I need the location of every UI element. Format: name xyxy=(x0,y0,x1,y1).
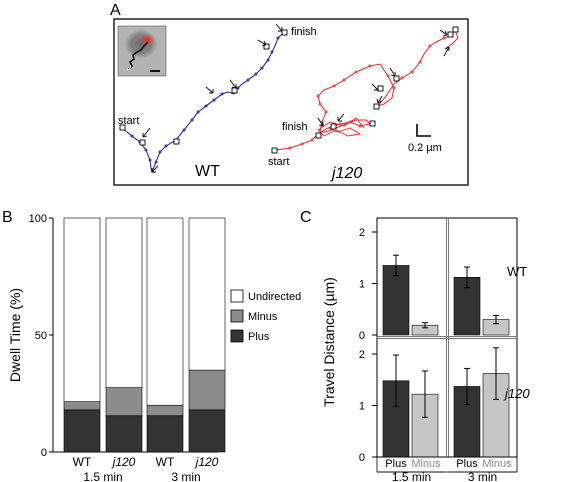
bar-plus-4 xyxy=(188,409,226,453)
wt-start-label: start xyxy=(118,115,139,127)
panel-c-ylabel: Travel Distance (µm) xyxy=(321,277,337,407)
panel-c-row-label-j120: j120 xyxy=(503,386,530,401)
panel-c-time-label: 1.5 min xyxy=(392,470,431,482)
wt-track: start finish WT xyxy=(118,23,317,180)
legend-label-minus: Minus xyxy=(248,311,278,323)
bar-minus-1 xyxy=(63,401,101,411)
panel-c-label-box xyxy=(376,456,518,473)
bar-plus-3 xyxy=(146,415,184,453)
panel-c-time-label: 3 min xyxy=(468,470,497,482)
panel-b-ytick-label: 100 xyxy=(29,213,47,225)
bar-plus-1 xyxy=(63,409,101,453)
panel-b-legend: Undirected Minus Plus xyxy=(230,289,301,343)
panel-b-ytick-label: 0 xyxy=(41,447,47,459)
panel-c-ytick-label: 2 xyxy=(359,227,365,239)
bar-plus-2 xyxy=(105,415,143,453)
panel-c-bar-label-minus: Minus xyxy=(411,458,441,470)
j120-track: finish start j120 xyxy=(268,26,459,182)
panel-c-ytick-label: 0 xyxy=(359,330,365,342)
j120-start-label: start xyxy=(268,156,289,168)
panel-b-x-label: WT xyxy=(156,455,175,469)
panel-b-group-label: 3 min xyxy=(171,470,200,482)
legend-swatch-minus xyxy=(230,309,244,323)
panel-c-bar-label-plus: Plus xyxy=(385,458,407,470)
bar-undirected-3 xyxy=(146,217,184,406)
j120-finish-label: finish xyxy=(282,121,308,133)
panel-c-ytick-label: 2 xyxy=(359,349,365,361)
panel-b-x-label: WT xyxy=(73,455,92,469)
bar-undirected-2 xyxy=(105,217,143,388)
panel-b-ylabel: Dwell Time (%) xyxy=(7,288,23,382)
panel-b-x-label: j120 xyxy=(194,455,219,469)
wt-finish-label: finish xyxy=(291,26,317,38)
legend-swatch-plus xyxy=(230,329,244,343)
panel-b-group-label: 1.5 min xyxy=(83,470,122,482)
panel-c-bars xyxy=(382,254,510,458)
panel-c-ytick-label: 0 xyxy=(359,452,365,464)
panel-c-ticks: 0 1 2 0 1 2 xyxy=(359,227,377,464)
scale-bar-label: 0.2 µm xyxy=(408,142,442,154)
panel-c-bar-label-minus: Minus xyxy=(482,458,512,470)
panel-c-frames xyxy=(376,217,518,458)
panel-b-x-label: j120 xyxy=(111,455,136,469)
panel-c-ytick-label: 1 xyxy=(359,401,365,413)
legend-label-undirected: Undirected xyxy=(248,291,301,303)
wt-genotype-label: WT xyxy=(195,163,220,180)
bar-minus-3 xyxy=(146,404,184,417)
legend-swatch-undirected xyxy=(230,289,244,303)
panel-b-label: B xyxy=(2,209,13,226)
wt-pause-markers xyxy=(119,29,288,146)
j120-genotype-label: j120 xyxy=(330,165,362,182)
bar-minus-2 xyxy=(105,387,143,417)
j120-trajectory-dots xyxy=(288,36,446,150)
j120-pause-markers xyxy=(271,26,459,154)
panel-b-ytick-label: 50 xyxy=(35,330,47,342)
scale-bar: 0.2 µm xyxy=(408,124,442,154)
inset-micrograph xyxy=(117,25,167,77)
bar-undirected-1 xyxy=(63,217,101,402)
j120-arrows xyxy=(317,29,450,127)
wt-arrows xyxy=(142,23,283,173)
panel-c-label: C xyxy=(300,209,312,226)
panel-c-row-label-wt: WT xyxy=(507,264,527,279)
panel-c-bar-label-plus: Plus xyxy=(456,458,478,470)
panel-c-ytick-label: 1 xyxy=(359,279,365,291)
bar-plus-0-0 xyxy=(382,265,410,336)
bar-undirected-4 xyxy=(188,217,226,371)
panel-a: A xyxy=(110,2,469,186)
panel-a-frame xyxy=(113,18,469,186)
panel-b-bars xyxy=(63,217,226,453)
panel-b-ticks: 0 50 100 xyxy=(29,213,53,459)
panel-a-label: A xyxy=(110,2,121,19)
bar-minus-4 xyxy=(188,369,226,411)
legend-label-plus: Plus xyxy=(248,331,270,343)
